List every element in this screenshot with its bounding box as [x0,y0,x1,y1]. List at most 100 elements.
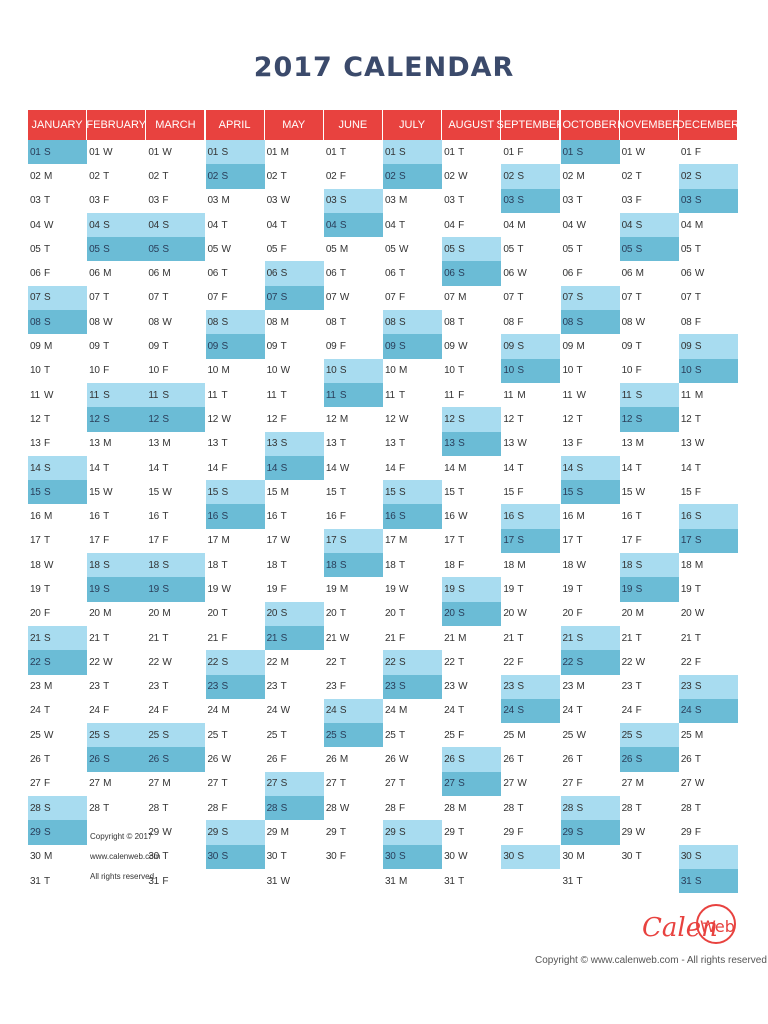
day-number: 18 [444,559,455,571]
day-number: 29 [444,826,455,838]
day-cell: 16 S [678,504,738,529]
day-number: 18 [503,559,514,571]
day-number: 02 [89,170,100,182]
weekday-letter: T [339,826,346,838]
day-cell: 09 S [383,334,443,359]
day-cell: 02 T [87,164,146,188]
day-number: 03 [325,195,337,207]
day-number: 01 [444,146,455,158]
logo-web: Web [700,917,735,936]
weekday-letter: W [517,608,527,620]
day-cell: 11 W [561,383,620,407]
day-cell: 25 M [679,723,738,747]
weekday-letter: T [162,511,169,523]
day-number: 10 [266,365,278,377]
day-number: 12 [680,413,692,425]
day-cell: 13 T [206,432,265,456]
page-title: 2017 CALENDAR [253,52,515,83]
day-cell: 02 M [28,164,87,188]
weekday-letter: T [399,608,405,620]
day-number: 19 [503,583,514,595]
day-number: 14 [562,462,574,474]
day-cell: 10 T [442,359,501,383]
day-cell: 02 S [205,164,265,189]
day-cell: 14 T [679,456,738,480]
day-cell: 10 M [383,359,442,383]
day-number: 29 [385,826,396,838]
weekday-letter: M [517,559,526,571]
weekday-letter: S [103,583,110,595]
weekday-letter: T [458,195,464,207]
day-number: 16 [30,511,41,523]
weekday-letter: F [162,365,169,377]
weekday-letter: S [694,511,702,523]
weekday-letter: S [576,146,584,158]
day-cell: 03 T [442,189,501,213]
day-number: 20 [30,608,41,620]
day-number: 01 [207,146,219,158]
weekday-letter: M [162,778,171,790]
day-cell: 14 F [206,456,265,480]
day-cell: 30 F [324,845,383,869]
weekday-letter: T [694,413,701,425]
day-cell: 26 T [28,747,87,771]
day-number: 20 [385,608,396,620]
day-cell: 21 S [264,625,324,651]
day-cell: 02 S [678,164,738,189]
day-number: 29 [30,826,41,838]
day-number: 26 [562,754,574,766]
weekday-letter: W [339,462,349,474]
day-cell: 26 W [206,747,265,771]
weekday-letter: S [576,316,584,328]
day-number: 08 [148,316,159,328]
weekday-letter: S [221,341,229,353]
day-cell: 03 F [620,189,679,213]
day-cell: 21 M [442,626,501,650]
day-cell: 05 S [146,237,206,262]
day-number: 26 [266,754,278,766]
weekday-letter: M [339,583,348,595]
weekday-letter: S [280,292,288,304]
day-number: 23 [325,681,337,693]
day-cell: 13 M [146,432,205,456]
weekday-letter: S [399,170,406,182]
day-number: 21 [562,632,574,644]
day-number: 05 [680,243,692,255]
weekday-letter: T [103,292,109,304]
day-number: 26 [148,754,159,766]
weekday-letter: S [399,486,406,498]
weekday-letter: F [399,632,405,644]
day-number: 27 [503,778,514,790]
day-cell: 22 F [679,650,738,674]
weekday-letter: M [44,681,53,693]
day-cell: 21 T [146,626,205,650]
weekday-letter: M [221,365,230,377]
day-number: 03 [680,195,692,207]
weekday-letter: S [517,195,524,207]
day-cell: 16 T [87,504,146,528]
day-number: 07 [266,292,278,304]
weekday-letter: S [44,826,51,838]
weekday-letter: T [458,316,464,328]
day-cell: 03 W [265,189,324,213]
weekday-letter: M [399,875,408,887]
day-number: 08 [207,316,219,328]
day-number: 08 [30,316,41,328]
day-number: 25 [444,729,455,741]
month-header: SEPTEMBER [496,110,564,140]
weekday-letter: T [162,681,169,693]
weekday-letter: S [458,438,465,450]
day-cell: 18 W [28,553,87,577]
day-number: 22 [148,656,159,668]
month-header: NOVEMBER [617,110,680,140]
day-number: 15 [680,486,692,498]
day-cell: 04 T [265,213,324,237]
day-cell: 17 S [323,528,383,554]
day-cell: 17 T [442,529,501,553]
weekday-letter: T [103,681,109,693]
day-number: 15 [444,486,455,498]
weekday-letter: T [339,656,346,668]
weekday-letter: T [517,754,524,766]
month-column-november: NOVEMBER 01 W 02 T 03 F 04 S 05 S 06 M 07 T 08 W 09 T 10 F 11… [617,110,680,869]
day-number: 22 [30,656,41,668]
